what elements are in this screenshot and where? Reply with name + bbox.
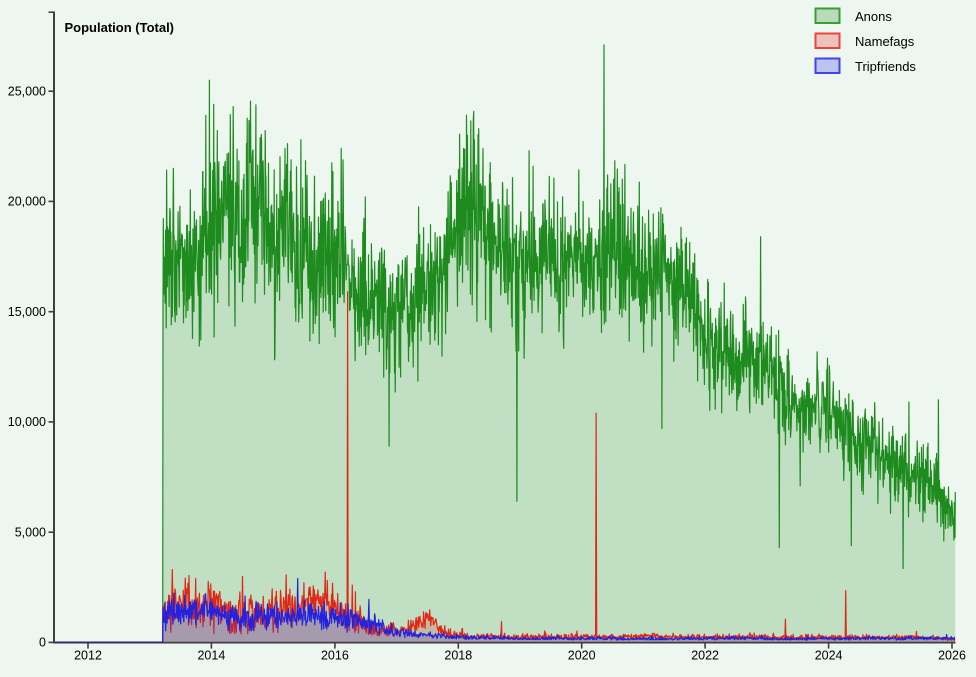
- svg-text:2024: 2024: [815, 649, 843, 663]
- svg-text:5,000: 5,000: [15, 526, 46, 540]
- svg-text:2018: 2018: [444, 649, 472, 663]
- svg-text:2022: 2022: [691, 649, 719, 663]
- svg-text:2020: 2020: [568, 649, 596, 663]
- svg-text:Tripfriends: Tripfriends: [855, 59, 916, 74]
- svg-text:Anons: Anons: [855, 9, 892, 24]
- svg-text:Namefags: Namefags: [855, 34, 915, 49]
- svg-text:0: 0: [39, 636, 46, 650]
- svg-text:2016: 2016: [321, 649, 349, 663]
- svg-text:2026: 2026: [938, 649, 966, 663]
- svg-text:10,000: 10,000: [8, 415, 46, 429]
- svg-text:Population (Total): Population (Total): [65, 20, 175, 35]
- svg-text:25,000: 25,000: [8, 85, 46, 99]
- svg-text:20,000: 20,000: [8, 195, 46, 209]
- svg-text:2014: 2014: [197, 649, 225, 663]
- svg-text:2012: 2012: [74, 649, 102, 663]
- svg-text:15,000: 15,000: [8, 305, 46, 319]
